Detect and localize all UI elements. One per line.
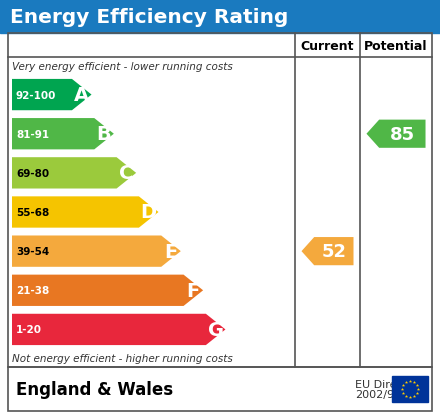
Text: 92-100: 92-100 [16, 90, 56, 100]
Polygon shape [12, 119, 114, 150]
Text: 39-54: 39-54 [16, 247, 49, 256]
Text: Current: Current [301, 39, 354, 52]
Text: C: C [119, 164, 134, 183]
Polygon shape [12, 158, 136, 189]
Polygon shape [12, 80, 92, 111]
Polygon shape [12, 314, 225, 345]
Text: Not energy efficient - higher running costs: Not energy efficient - higher running co… [12, 353, 233, 363]
Text: England & Wales: England & Wales [16, 380, 173, 398]
Text: 1-20: 1-20 [16, 325, 42, 335]
Text: 69-80: 69-80 [16, 169, 49, 178]
Text: EU Directive: EU Directive [355, 379, 424, 389]
Text: Very energy efficient - lower running costs: Very energy efficient - lower running co… [12, 62, 233, 72]
Polygon shape [301, 237, 353, 266]
Text: 52: 52 [321, 242, 346, 261]
Text: 55-68: 55-68 [16, 207, 49, 218]
Text: A: A [74, 86, 89, 105]
Bar [0, 0, 440, 34]
Text: 2002/91/EC: 2002/91/EC [355, 389, 420, 399]
Text: 21-38: 21-38 [16, 286, 49, 296]
Polygon shape [12, 236, 181, 267]
Text: 85: 85 [390, 126, 415, 143]
Text: G: G [208, 320, 224, 339]
Bar [392, 376, 428, 402]
Text: D: D [141, 203, 157, 222]
Text: Potential: Potential [364, 39, 428, 52]
Text: B: B [97, 125, 111, 144]
Polygon shape [367, 120, 425, 148]
Bar [8, 34, 432, 367]
Text: F: F [187, 281, 200, 300]
Bar [8, 367, 432, 411]
Text: E: E [165, 242, 178, 261]
Text: 81-91: 81-91 [16, 129, 49, 139]
Polygon shape [12, 197, 158, 228]
Text: Energy Efficiency Rating: Energy Efficiency Rating [10, 7, 288, 26]
Polygon shape [12, 275, 203, 306]
